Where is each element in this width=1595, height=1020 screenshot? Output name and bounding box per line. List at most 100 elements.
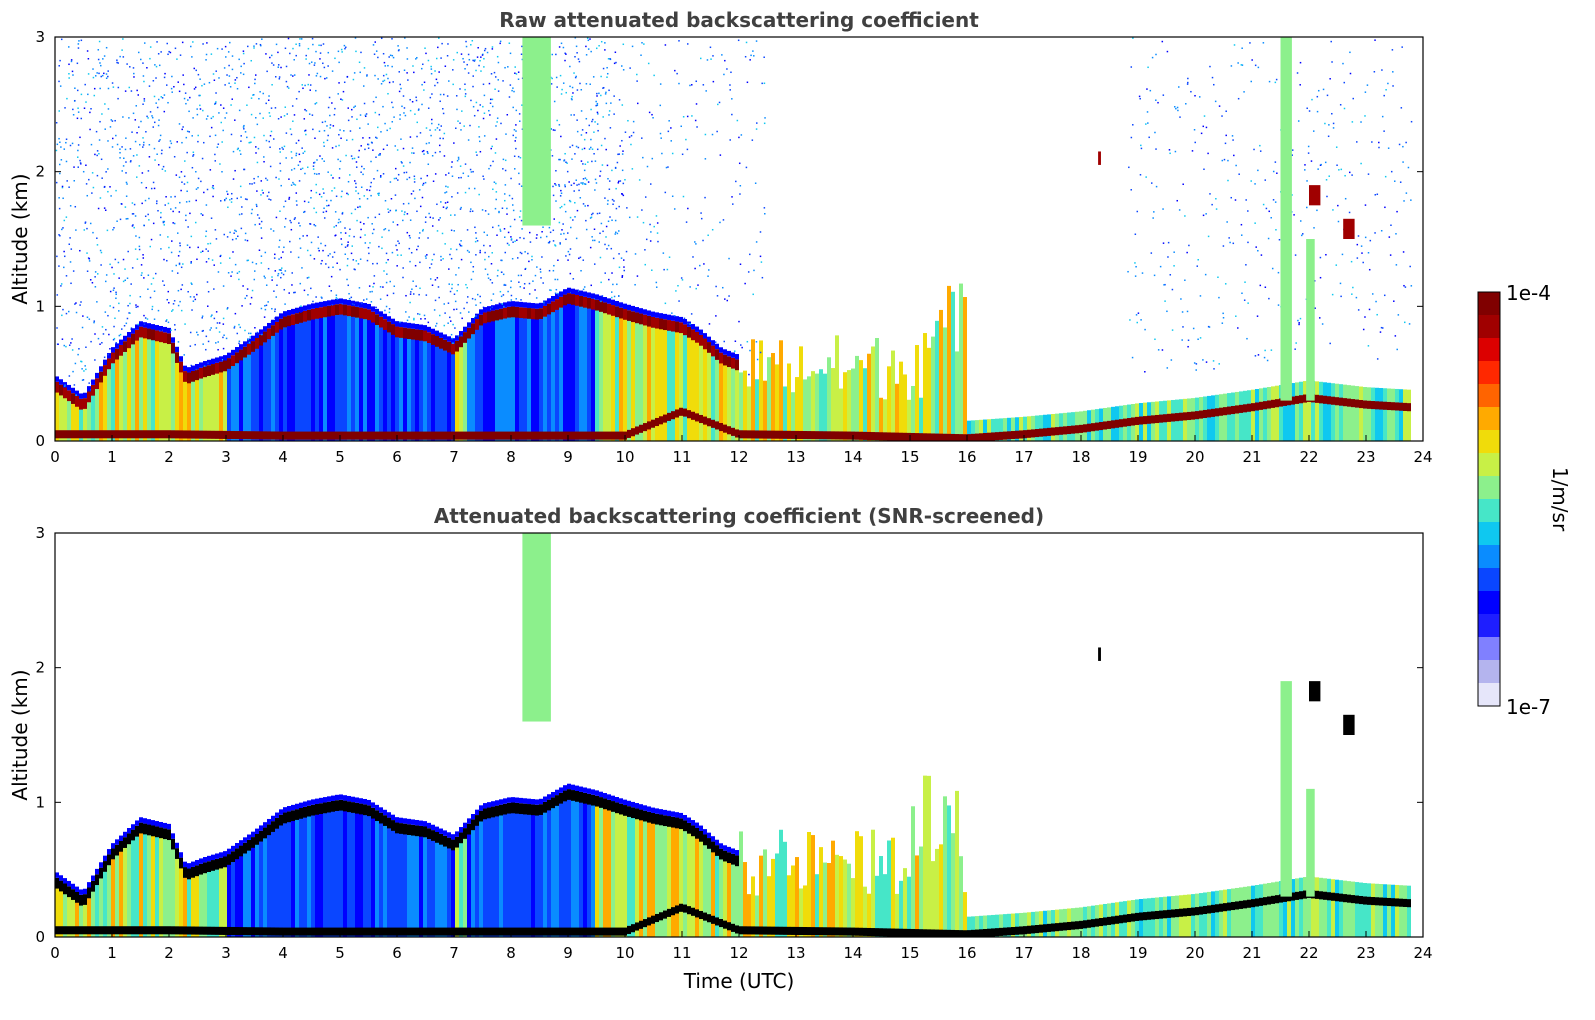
cloud-top-halo [135, 324, 139, 330]
surface-layer-band [503, 431, 507, 440]
surface-layer-band [347, 927, 351, 936]
noise-point [163, 224, 165, 226]
surface-layer-band [915, 433, 919, 441]
noise-point [238, 58, 240, 61]
noise-point [502, 273, 505, 276]
cloud-top-band [359, 803, 363, 815]
cloud-top-band [615, 306, 619, 318]
noise-point [290, 169, 293, 171]
noise-point [329, 114, 331, 117]
surface-layer-band [919, 433, 923, 441]
cloud-top-band [463, 332, 467, 343]
cloud-top-halo [627, 800, 631, 807]
noise-point [65, 138, 68, 141]
noise-point [431, 259, 434, 261]
cloud-top-halo [579, 786, 583, 792]
noise-point [604, 49, 606, 51]
noise-point [1267, 237, 1270, 240]
surface-layer-band [871, 432, 875, 441]
surface-layer-band [843, 431, 847, 440]
noise-point [392, 292, 395, 295]
cloud-top-halo [355, 797, 359, 803]
noise-point [514, 72, 516, 74]
noise-point [55, 149, 58, 152]
noise-point [567, 250, 570, 253]
noise-point [129, 312, 131, 314]
noise-point [721, 54, 723, 56]
heatmap-column [67, 397, 71, 441]
noise-point [596, 95, 598, 97]
heatmap-column [355, 809, 359, 937]
surface-layer-band [55, 430, 59, 439]
noise-point [1132, 37, 1134, 39]
noise-point [416, 210, 418, 213]
noise-point [266, 70, 268, 73]
noise-point [171, 75, 173, 78]
noise-point [1150, 182, 1153, 184]
heatmap-column [155, 833, 159, 937]
noise-point [355, 182, 357, 185]
noise-point [585, 178, 588, 181]
noise-point [689, 84, 691, 87]
noise-point [238, 109, 241, 112]
noise-point [1364, 91, 1367, 93]
noise-point [1408, 323, 1411, 325]
noise-point [101, 326, 104, 328]
noise-point [1328, 175, 1330, 177]
surface-layer-band [1019, 430, 1023, 439]
noise-point [217, 341, 219, 343]
noise-point [233, 327, 236, 329]
noise-point [476, 154, 478, 156]
noise-point [1205, 126, 1208, 129]
noise-point [583, 286, 586, 288]
noise-point [452, 83, 454, 86]
noise-point [415, 58, 417, 60]
noise-point [1193, 129, 1196, 131]
cloud-top-band [703, 834, 707, 846]
noise-point [147, 288, 149, 290]
heatmap-column [1327, 382, 1331, 441]
cloud-top-band [695, 827, 699, 839]
noise-point [580, 160, 583, 162]
noise-point [339, 129, 341, 131]
noise-point [445, 185, 447, 188]
heatmap-column [699, 341, 703, 441]
cloud-top-halo [443, 334, 447, 340]
noise-point [1263, 356, 1266, 359]
heatmap-column [259, 341, 263, 441]
noise-point [480, 56, 482, 58]
noise-point [90, 108, 92, 110]
cloud-top-band [411, 328, 415, 340]
noise-point [451, 161, 453, 163]
cloud-top-band [151, 329, 155, 341]
noise-point [315, 183, 317, 186]
noise-point [590, 146, 592, 149]
surface-layer-band [1375, 401, 1379, 410]
noise-point [309, 89, 311, 91]
noise-point [58, 197, 60, 199]
cloud-top-band [55, 381, 59, 393]
noise-point [573, 190, 575, 192]
noise-point [392, 322, 394, 324]
cloud-top-band [111, 352, 115, 364]
noise-point [1387, 82, 1389, 85]
heatmap-column [147, 831, 151, 937]
heatmap-column [275, 328, 279, 441]
surface-layer-band [635, 922, 639, 931]
cloud-top-band [555, 299, 559, 310]
cloud-top-halo [623, 303, 627, 310]
surface-layer-band [159, 926, 163, 935]
noise-point [131, 202, 134, 204]
noise-point [298, 90, 300, 93]
cloud-top-halo [395, 817, 399, 823]
noise-point [205, 335, 208, 338]
noise-point [1225, 134, 1227, 137]
noise-point [491, 282, 494, 284]
noise-point [756, 122, 758, 124]
noise-point [594, 189, 596, 191]
noise-point [593, 239, 596, 242]
noise-point [406, 319, 409, 322]
surface-layer-band [195, 430, 199, 439]
noise-point [686, 115, 689, 118]
noise-point [1268, 297, 1270, 300]
